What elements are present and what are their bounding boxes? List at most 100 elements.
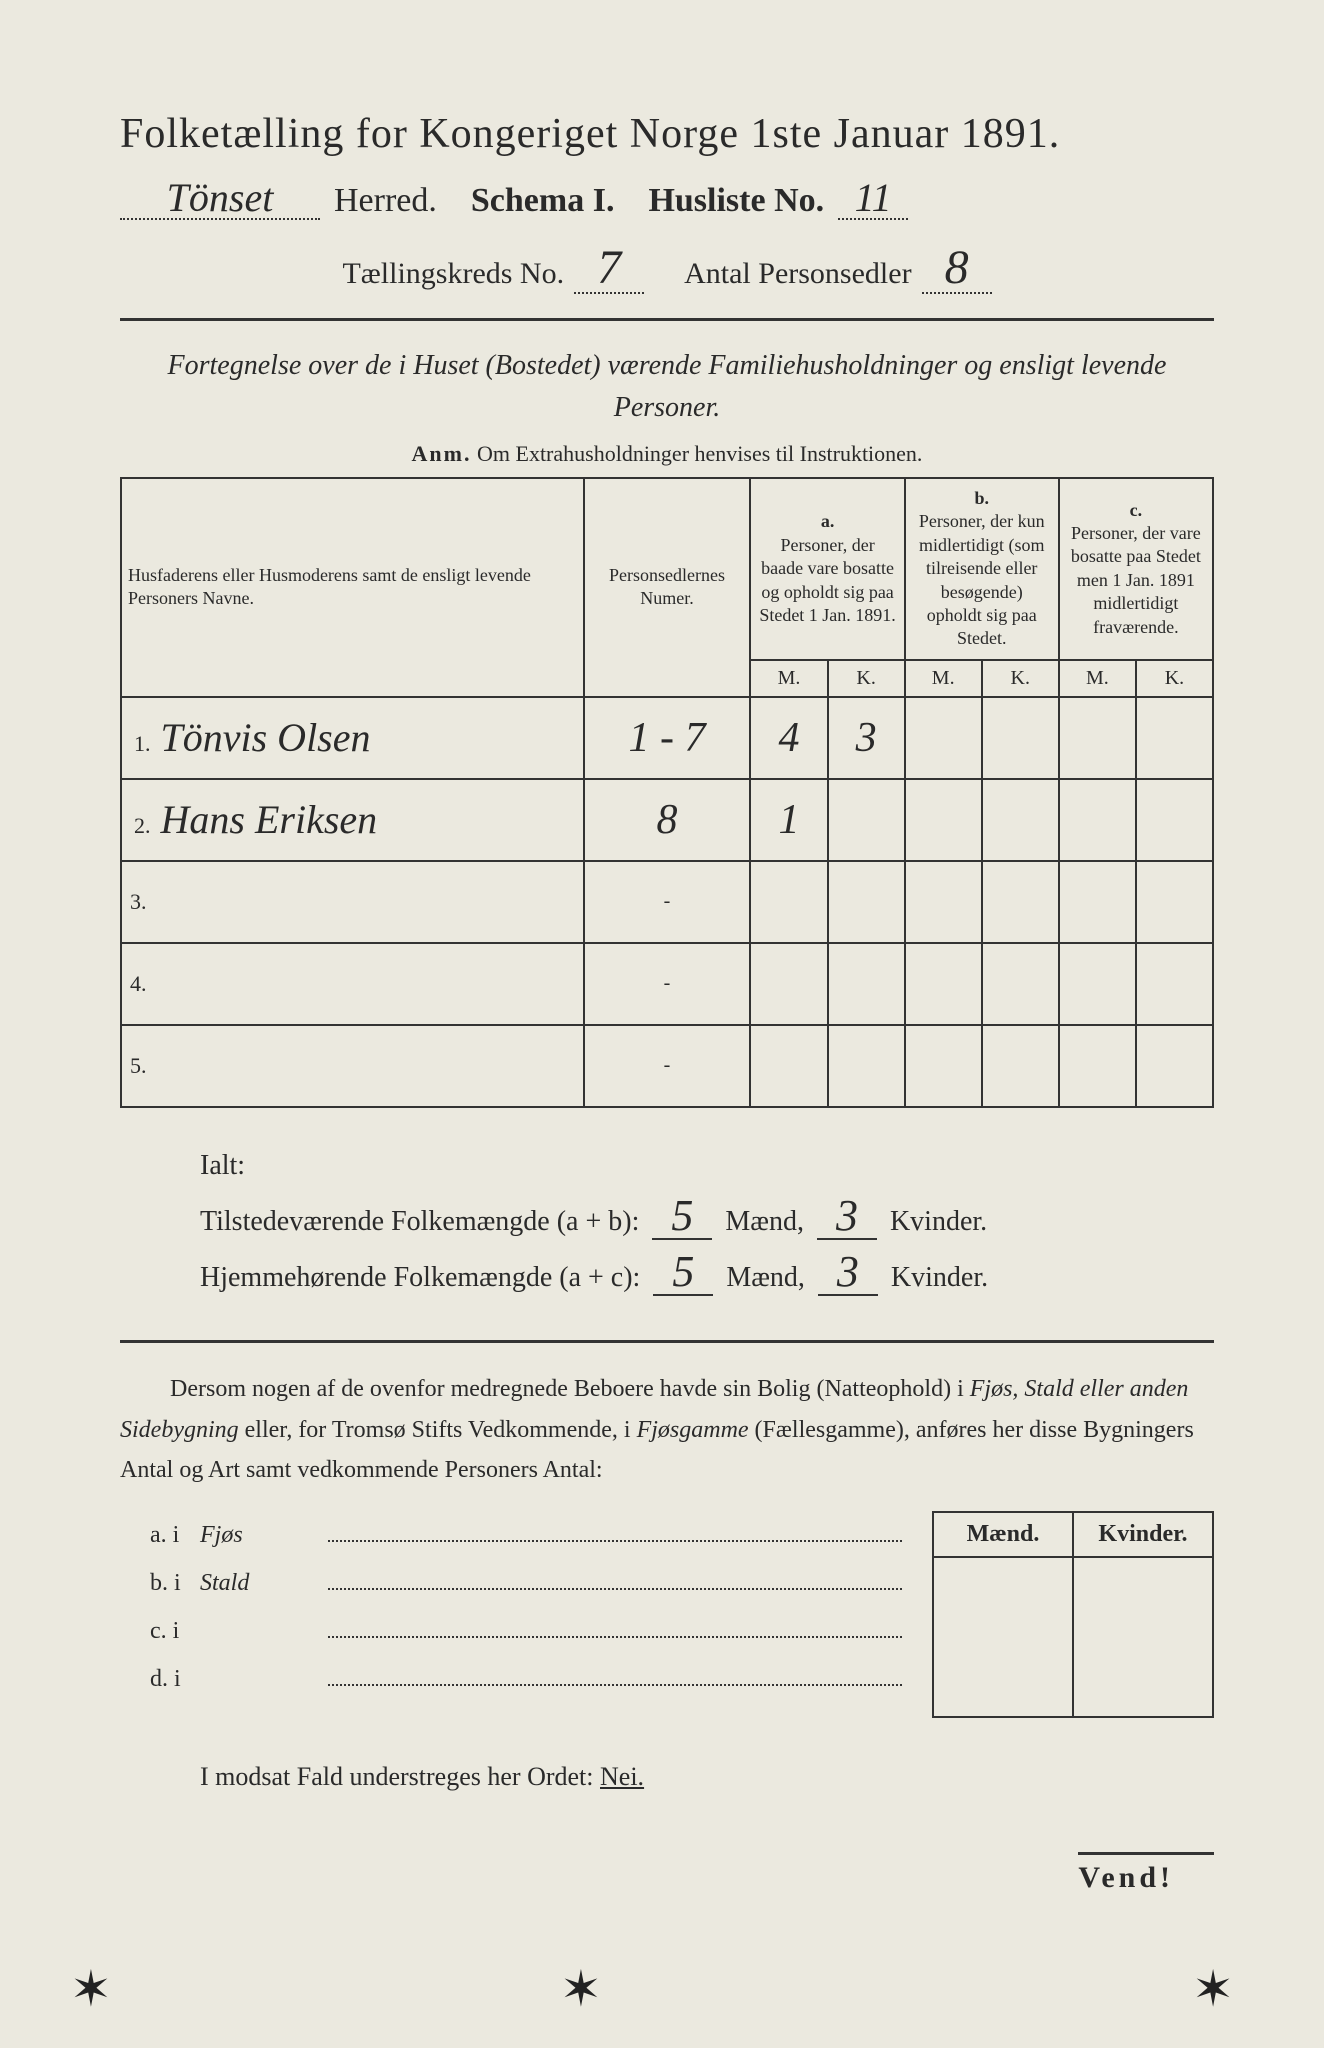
table-row: 5. - bbox=[121, 1025, 1213, 1107]
dots bbox=[328, 1670, 902, 1686]
cell-bk bbox=[982, 1025, 1059, 1107]
cell-name: 1. Tönvis Olsen bbox=[121, 697, 584, 779]
header-line-3: Tællingskreds No. 7 Antal Personsedler 8 bbox=[120, 244, 1214, 294]
husliste-value: 11 bbox=[838, 178, 908, 220]
cell-num: - bbox=[584, 943, 751, 1025]
dots bbox=[328, 1526, 902, 1542]
table-row: 4. - bbox=[121, 943, 1213, 1025]
p-i2: Fjøsgamme bbox=[637, 1417, 749, 1443]
subtitle: Fortegnelse over de i Huset (Bostedet) v… bbox=[120, 345, 1214, 429]
th-c: c. Personer, der vare bosatte paa Stedet… bbox=[1059, 478, 1213, 660]
cell-cm bbox=[1059, 779, 1136, 861]
cell-am: 4 bbox=[750, 697, 827, 779]
cell-num: - bbox=[584, 1025, 751, 1107]
cell-bm bbox=[905, 697, 982, 779]
cell-num: 1 - 7 bbox=[584, 697, 751, 779]
bygning-row: b. iStald bbox=[150, 1559, 902, 1607]
census-table: Husfaderens eller Husmoderens samt de en… bbox=[120, 477, 1214, 1108]
title-text: Folketælling for Kongeriget Norge 1ste J… bbox=[120, 111, 1060, 157]
nei-word: Nei. bbox=[600, 1762, 644, 1791]
mk-maend: Mænd. bbox=[933, 1512, 1073, 1557]
header-line-2: Tönset Herred. Schema I. Husliste No. 11 bbox=[120, 178, 1214, 220]
cell-rownum: 5. bbox=[121, 1025, 584, 1107]
bygning-list: a. iFjøs b. iStald c. i d. i bbox=[120, 1511, 902, 1718]
th-names: Husfaderens eller Husmoderens samt de en… bbox=[121, 478, 584, 697]
t1-maend: Mænd, bbox=[725, 1206, 804, 1237]
t2-label: Hjemmehørende Folkemængde (a + c): bbox=[200, 1250, 640, 1306]
th-a-k: K. bbox=[828, 660, 905, 697]
th-b-m: M. bbox=[905, 660, 982, 697]
kreds-value: 7 bbox=[574, 244, 644, 294]
th-a: a. Personer, der baade vare bosatte og o… bbox=[750, 478, 904, 660]
cell-am bbox=[750, 943, 827, 1025]
table-row: 3. - bbox=[121, 861, 1213, 943]
th-a-m: M. bbox=[750, 660, 827, 697]
th-b-text: Personer, der kun midlertidigt (som tilr… bbox=[912, 510, 1052, 650]
cell-cm bbox=[1059, 943, 1136, 1025]
th-b-label: b. bbox=[912, 487, 1052, 510]
t2-kvinder: Kvinder. bbox=[891, 1262, 988, 1293]
table-row: 2. Hans Eriksen 8 1 bbox=[121, 779, 1213, 861]
cell-bk bbox=[982, 861, 1059, 943]
th-c-text: Personer, der vare bosatte paa Stedet me… bbox=[1066, 522, 1206, 639]
cell-ak bbox=[828, 943, 905, 1025]
cell-num: 8 bbox=[584, 779, 751, 861]
t2-m: 5 bbox=[653, 1250, 713, 1296]
antal-label: Antal Personsedler bbox=[684, 257, 911, 291]
bygning-row: d. i bbox=[150, 1655, 902, 1703]
cell-num: - bbox=[584, 861, 751, 943]
cell-am bbox=[750, 861, 827, 943]
cell-bm bbox=[905, 943, 982, 1025]
cell-ak bbox=[828, 779, 905, 861]
cell-ck bbox=[1136, 1025, 1213, 1107]
cell-ck bbox=[1136, 861, 1213, 943]
th-b-k: K. bbox=[982, 660, 1059, 697]
cell-rownum: 4. bbox=[121, 943, 584, 1025]
table-body: 1. Tönvis Olsen 1 - 7 4 3 2. Hans Erikse… bbox=[121, 697, 1213, 1107]
mk-cell bbox=[933, 1557, 1073, 1717]
table-row: 1. Tönvis Olsen 1 - 7 4 3 bbox=[121, 697, 1213, 779]
dots bbox=[328, 1574, 902, 1590]
cell-ak bbox=[828, 861, 905, 943]
mk-cell bbox=[1073, 1557, 1213, 1717]
bygning-row: c. i bbox=[150, 1607, 902, 1655]
th-a-label: a. bbox=[757, 510, 897, 533]
t1-kvinder: Kvinder. bbox=[890, 1206, 987, 1237]
cell-ak: 3 bbox=[828, 697, 905, 779]
cell-ak bbox=[828, 1025, 905, 1107]
totals-block: Ialt: Tilstedeværende Folkemængde (a + b… bbox=[200, 1138, 1214, 1306]
cell-bm bbox=[905, 779, 982, 861]
cell-bk bbox=[982, 697, 1059, 779]
anm-prefix: Anm. bbox=[412, 441, 472, 466]
cross-icon: ✶ bbox=[1192, 1960, 1234, 2018]
anm-text: Om Extrahusholdninger henvises til Instr… bbox=[477, 441, 922, 466]
anm-line: Anm. Om Extrahusholdninger henvises til … bbox=[120, 441, 1214, 467]
cell-bm bbox=[905, 861, 982, 943]
kreds-label: Tællingskreds No. bbox=[342, 257, 564, 291]
nei-before: I modsat Fald understreges her Ordet: bbox=[200, 1762, 600, 1791]
totals-line2: Hjemmehørende Folkemængde (a + c): 5 Mæn… bbox=[200, 1250, 1214, 1306]
cross-icon: ✶ bbox=[70, 1960, 112, 2018]
census-page: Folketælling for Kongeriget Norge 1ste J… bbox=[0, 0, 1324, 2048]
p-before: Dersom nogen af de ovenfor medregnede Be… bbox=[170, 1376, 970, 1402]
dots bbox=[328, 1622, 902, 1638]
husliste-label: Husliste No. bbox=[648, 182, 824, 220]
schema-label: Schema I. bbox=[471, 182, 615, 220]
ialt-label: Ialt: bbox=[200, 1138, 1214, 1194]
bygning-block: a. iFjøs b. iStald c. i d. i Mænd. Kvind… bbox=[120, 1511, 1214, 1718]
t2-maend: Mænd, bbox=[726, 1262, 805, 1293]
cell-bk bbox=[982, 943, 1059, 1025]
th-c-label: c. bbox=[1066, 499, 1206, 522]
cell-am bbox=[750, 1025, 827, 1107]
t2-k: 3 bbox=[818, 1250, 878, 1296]
t1-label: Tilstedeværende Folkemængde (a + b): bbox=[200, 1194, 639, 1250]
vend-label: Vend! bbox=[1078, 1852, 1214, 1895]
cell-ck bbox=[1136, 943, 1213, 1025]
cell-cm bbox=[1059, 697, 1136, 779]
th-b: b. Personer, der kun midlertidigt (som t… bbox=[905, 478, 1059, 660]
cell-cm bbox=[1059, 861, 1136, 943]
th-a-text: Personer, der baade vare bosatte og opho… bbox=[757, 534, 897, 628]
cross-icon: ✶ bbox=[560, 1960, 602, 2018]
p-mid1: eller, for Tromsø Stifts Vedkommende, i bbox=[239, 1417, 637, 1443]
th-c-k: K. bbox=[1136, 660, 1213, 697]
